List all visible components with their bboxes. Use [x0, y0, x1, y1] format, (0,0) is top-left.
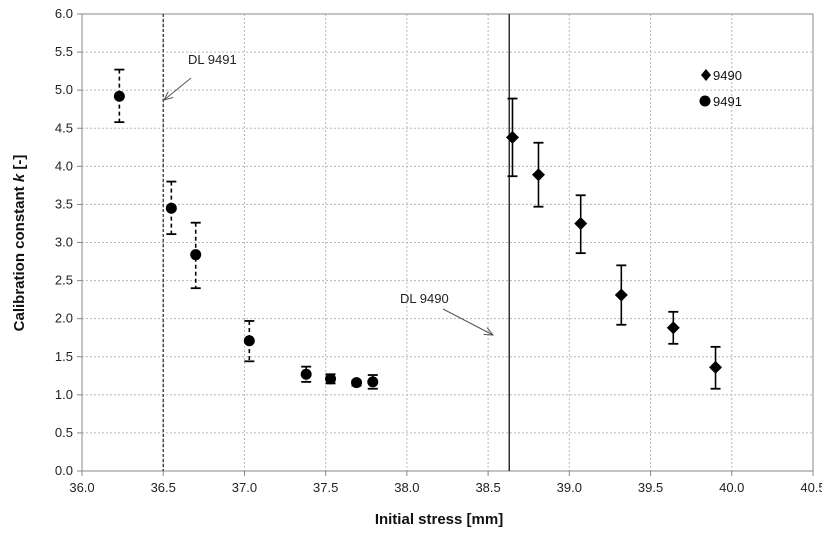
y-tick-label: 2.0: [55, 311, 73, 326]
legend-marker-9491: [699, 95, 711, 107]
x-tick-label: 37.5: [313, 480, 338, 495]
x-tick-label: 39.5: [638, 480, 663, 495]
x-tick-label: 40.0: [719, 480, 744, 495]
data-point-9490: [531, 168, 545, 182]
annotation-label-dl-9491: DL 9491: [188, 52, 237, 67]
data-point-9490: [709, 360, 723, 374]
y-tick-label: 0.0: [55, 463, 73, 478]
y-tick-label: 1.0: [55, 387, 73, 402]
x-tick-label: 36.5: [151, 480, 176, 495]
x-tick-label: 36.0: [69, 480, 94, 495]
y-tick-label: 4.0: [55, 158, 73, 173]
y-tick-label: 5.5: [55, 44, 73, 59]
y-tick-label: 3.5: [55, 196, 73, 211]
data-point-9491: [165, 202, 177, 214]
data-point-9491: [351, 377, 363, 389]
y-tick-label: 3.0: [55, 235, 73, 250]
y-tick-label: 6.0: [55, 6, 73, 21]
y-tick-label: 1.5: [55, 349, 73, 364]
legend-label-9491: 9491: [713, 94, 742, 109]
annotation-arrow-dl-9491: [164, 77, 192, 100]
data-point-9490: [505, 130, 519, 144]
data-point-9491: [190, 249, 202, 261]
x-tick-label: 38.5: [475, 480, 500, 495]
x-tick-label: 40.5: [800, 480, 822, 495]
x-tick-label: 38.0: [394, 480, 419, 495]
x-tick-label: 37.0: [232, 480, 257, 495]
data-point-9491: [243, 335, 255, 347]
series-9490: [505, 97, 723, 390]
y-tick-label: 5.0: [55, 82, 73, 97]
x-axis-title: Initial stress [mm]: [375, 511, 503, 528]
data-point-9491: [113, 90, 125, 102]
data-point-9490: [574, 216, 588, 230]
x-tick-label: 39.0: [557, 480, 582, 495]
y-axis-title: Calibration constant k [-]: [11, 155, 28, 332]
y-axis-ticks: 0.0 0.5 1.0 1.5 2.0 2.5 3.0 3.5 4.0 4.5 5.0 5.5 6.0: [55, 6, 82, 478]
y-tick-label: 0.5: [55, 425, 73, 440]
y-tick-label: 4.5: [55, 120, 73, 135]
series-9491: [113, 68, 379, 390]
data-point-9491: [300, 368, 312, 380]
legend-marker-9490: [701, 69, 711, 81]
data-point-9490: [614, 288, 628, 302]
grid-lines: [82, 13, 813, 471]
legend: 9490 9491: [699, 68, 742, 109]
annotation-label-dl-9490: DL 9490: [400, 291, 449, 306]
x-axis-ticks: 36.0 36.5 37.0 37.5 38.0 38.5 39.0 39.5 40.0 40.5: [69, 471, 822, 495]
annotation-arrow-dl-9490: [442, 308, 493, 335]
data-point-9491: [325, 373, 337, 385]
data-point-9490: [666, 321, 680, 335]
legend-label-9490: 9490: [713, 68, 742, 83]
y-tick-label: 2.5: [55, 273, 73, 288]
data-point-9491: [367, 376, 379, 388]
